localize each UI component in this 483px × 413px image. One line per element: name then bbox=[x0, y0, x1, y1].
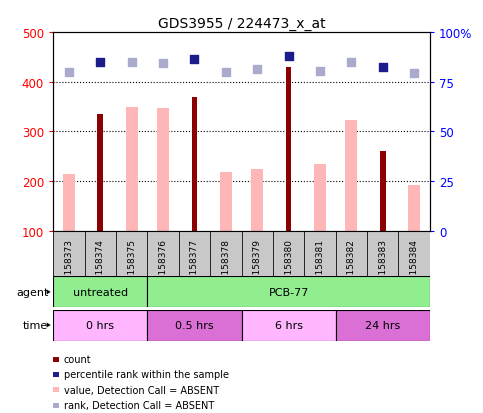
Bar bbox=[147, 277, 430, 308]
Bar bbox=[53, 231, 85, 277]
Text: GSM158384: GSM158384 bbox=[410, 238, 419, 293]
Bar bbox=[251, 169, 263, 231]
Bar bbox=[398, 231, 430, 277]
Point bbox=[316, 69, 324, 75]
Text: 0.5 hrs: 0.5 hrs bbox=[175, 320, 213, 330]
Bar bbox=[147, 310, 242, 341]
Text: GSM158378: GSM158378 bbox=[221, 238, 230, 293]
Text: value, Detection Call = ABSENT: value, Detection Call = ABSENT bbox=[64, 385, 219, 395]
Text: GSM158381: GSM158381 bbox=[315, 238, 325, 293]
Bar bbox=[147, 231, 179, 277]
Text: count: count bbox=[64, 354, 91, 364]
Text: PCB-77: PCB-77 bbox=[269, 287, 309, 297]
Point bbox=[222, 69, 230, 76]
Point bbox=[97, 59, 104, 66]
Bar bbox=[192, 97, 197, 231]
Text: GSM158382: GSM158382 bbox=[347, 238, 356, 293]
Point bbox=[379, 64, 387, 71]
Bar bbox=[116, 231, 147, 277]
Point bbox=[348, 59, 355, 66]
Bar bbox=[273, 231, 304, 277]
Bar bbox=[242, 310, 336, 341]
Bar bbox=[179, 231, 210, 277]
Point bbox=[159, 60, 167, 67]
Title: GDS3955 / 224473_x_at: GDS3955 / 224473_x_at bbox=[157, 17, 326, 31]
Point bbox=[65, 69, 73, 76]
Bar bbox=[336, 231, 367, 277]
Bar bbox=[242, 231, 273, 277]
Bar bbox=[85, 231, 116, 277]
Bar bbox=[286, 68, 291, 231]
Bar bbox=[304, 231, 336, 277]
Text: GSM158383: GSM158383 bbox=[378, 238, 387, 293]
Point bbox=[128, 59, 135, 66]
Bar bbox=[380, 152, 385, 231]
Bar bbox=[126, 107, 138, 231]
Text: GSM158377: GSM158377 bbox=[190, 238, 199, 293]
Point bbox=[285, 54, 293, 60]
Point bbox=[253, 67, 261, 74]
Bar bbox=[408, 186, 420, 231]
Text: 24 hrs: 24 hrs bbox=[365, 320, 400, 330]
Text: untreated: untreated bbox=[72, 287, 128, 297]
Bar bbox=[367, 231, 398, 277]
Text: GSM158373: GSM158373 bbox=[64, 238, 73, 293]
Text: GSM158380: GSM158380 bbox=[284, 238, 293, 293]
Text: rank, Detection Call = ABSENT: rank, Detection Call = ABSENT bbox=[64, 400, 214, 410]
Bar bbox=[63, 174, 75, 231]
Bar bbox=[314, 164, 326, 231]
Bar bbox=[336, 310, 430, 341]
Text: 0 hrs: 0 hrs bbox=[86, 320, 114, 330]
Point bbox=[411, 70, 418, 77]
Text: GSM158375: GSM158375 bbox=[127, 238, 136, 293]
Text: percentile rank within the sample: percentile rank within the sample bbox=[64, 370, 229, 380]
Bar bbox=[345, 121, 357, 231]
Bar bbox=[210, 231, 242, 277]
Bar bbox=[53, 277, 147, 308]
Text: 6 hrs: 6 hrs bbox=[275, 320, 302, 330]
Text: GSM158374: GSM158374 bbox=[96, 238, 105, 293]
Bar bbox=[157, 108, 169, 231]
Text: time: time bbox=[23, 320, 48, 330]
Bar bbox=[98, 115, 103, 231]
Text: agent: agent bbox=[16, 287, 48, 297]
Text: GSM158379: GSM158379 bbox=[253, 238, 262, 293]
Bar bbox=[53, 310, 147, 341]
Text: GSM158376: GSM158376 bbox=[158, 238, 168, 293]
Bar bbox=[220, 173, 232, 231]
Point bbox=[191, 57, 199, 64]
